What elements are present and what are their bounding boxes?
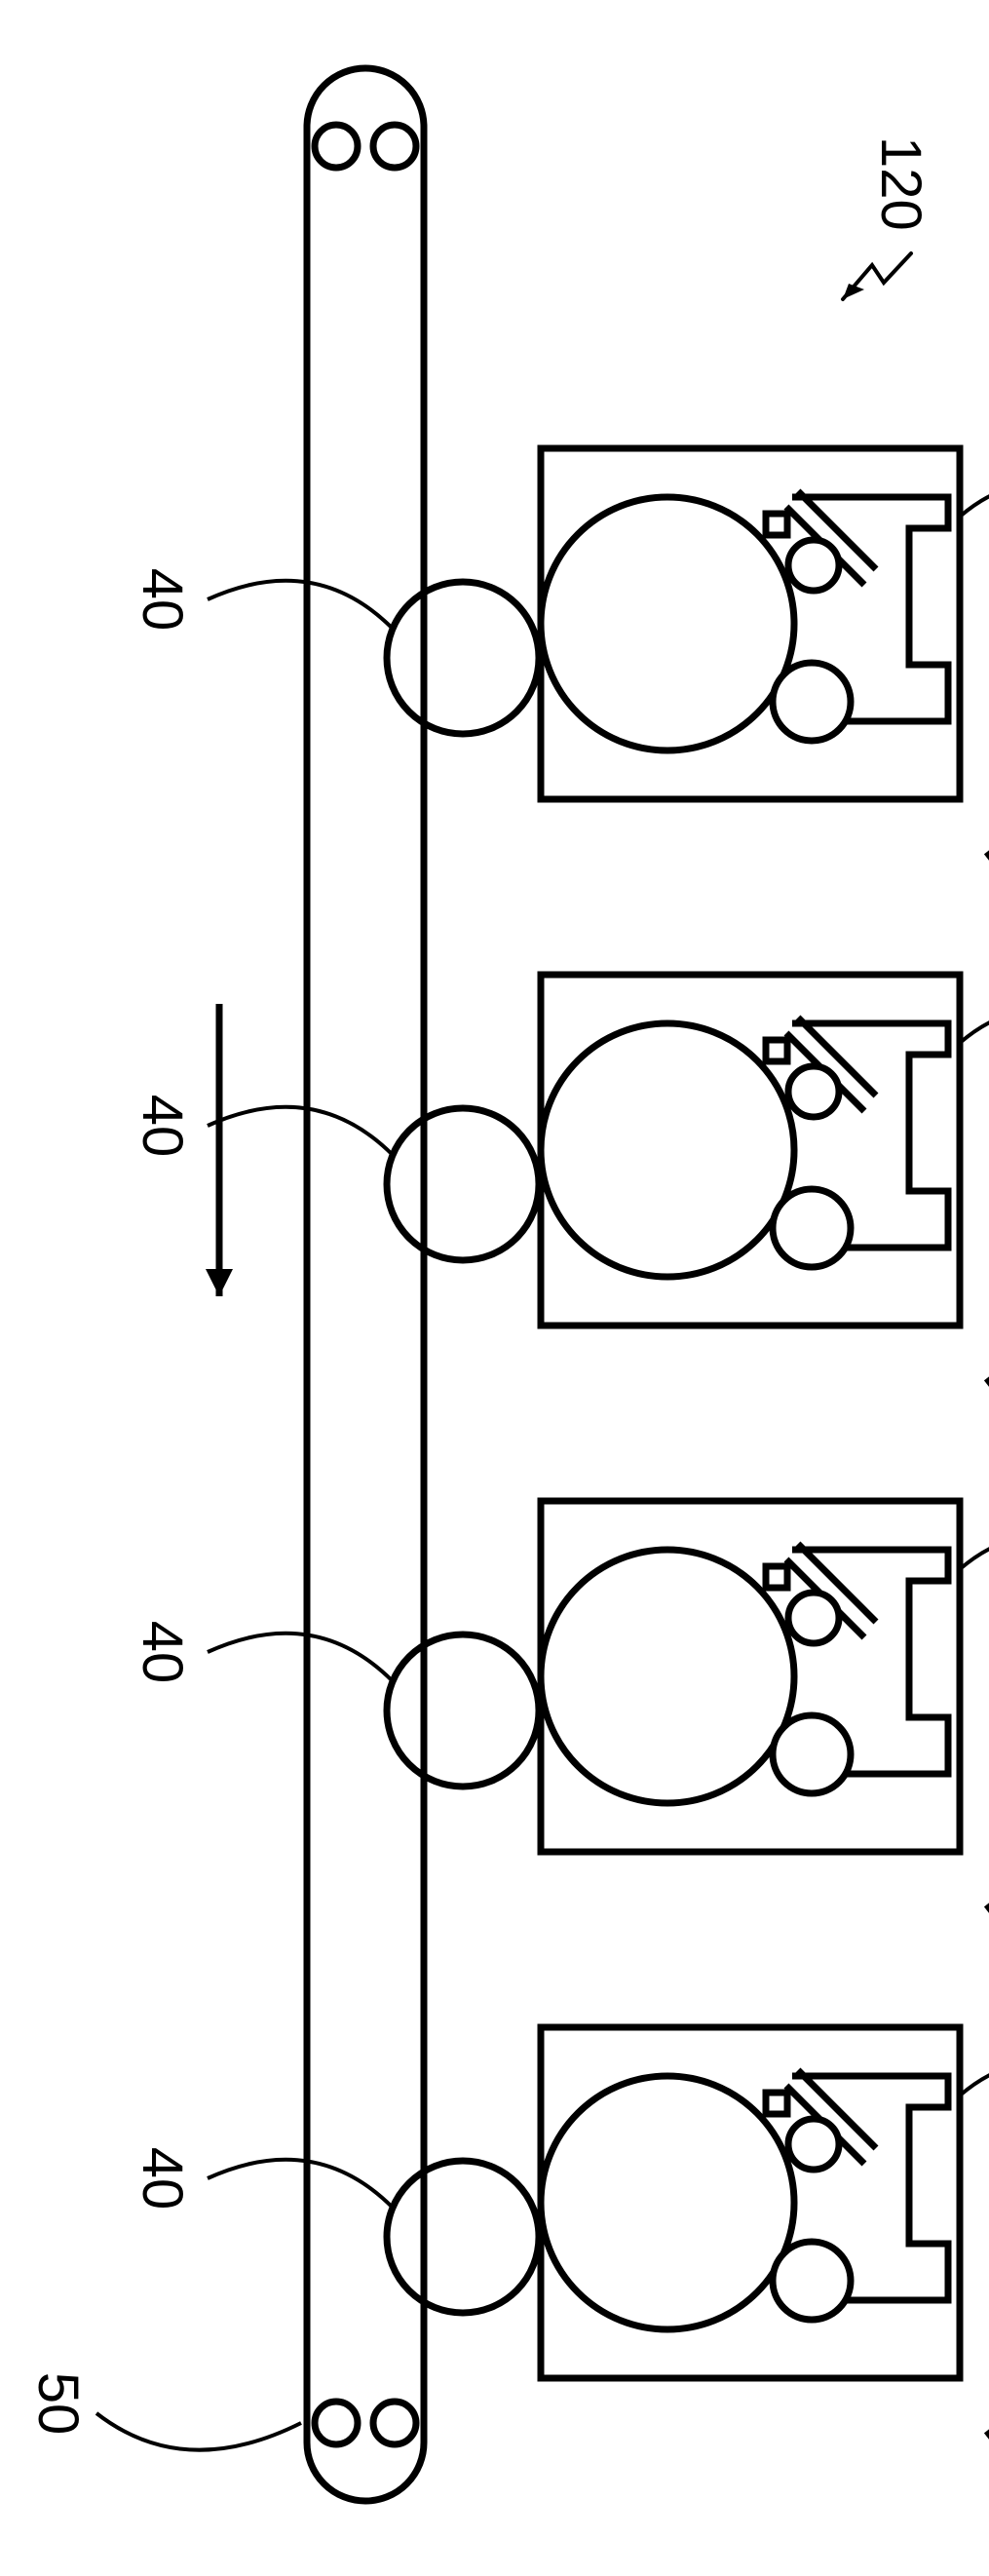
photoconductor-roller [541, 497, 794, 750]
exposure-unit [970, 1326, 989, 1411]
transfer-leader [208, 2160, 393, 2208]
belt-leader [96, 2413, 301, 2450]
photoconductor-roller [541, 2076, 794, 2329]
unit-leader [960, 1537, 989, 1569]
photoconductor-roller [541, 1023, 794, 1277]
charge-roller [773, 2242, 851, 2320]
unit-leader [960, 2063, 989, 2095]
transfer-roller [387, 1634, 539, 1787]
photoconductor-roller [541, 1550, 794, 1803]
direction-arrow-head [206, 1269, 233, 1296]
diagram-canvas: 120 50 300940 300940 300940 300940 [0, 0, 989, 2576]
belt-pulley [315, 2402, 358, 2444]
belt-pulley [373, 2402, 416, 2444]
title-arrow-head [843, 284, 864, 299]
print-unit: 300940 [131, 2027, 989, 2464]
inner-small-roller [788, 1593, 839, 1643]
assembly-label: 120 [869, 136, 932, 231]
transfer-label: 40 [131, 568, 194, 632]
exposure-unit [970, 2378, 989, 2464]
belt-end-right [307, 2442, 424, 2501]
transfer-roller [387, 1108, 539, 1260]
transfer-label: 40 [131, 1621, 194, 1684]
exposure-unit [970, 799, 989, 885]
transfer-leader [208, 1634, 393, 1681]
transfer-roller [387, 2161, 539, 2313]
transfer-leader [208, 581, 393, 629]
unit-leader [960, 1011, 989, 1043]
rotated-landscape: 120 50 300940 300940 300940 300940 [26, 68, 989, 2501]
inner-block [766, 2093, 787, 2114]
inner-small-roller [788, 1066, 839, 1117]
belt-pulley [315, 125, 358, 168]
inner-block [766, 1566, 787, 1588]
transfer-label: 40 [131, 1095, 194, 1158]
transfer-leader [208, 1107, 393, 1155]
inner-small-roller [788, 540, 839, 591]
print-unit: 300940 [131, 975, 989, 1411]
transfer-roller [387, 582, 539, 734]
belt-label: 50 [26, 2372, 90, 2436]
print-unit: 300940 [131, 1501, 989, 1938]
charge-roller [773, 1189, 851, 1267]
inner-block [766, 514, 787, 535]
belt-pulley [373, 125, 416, 168]
inner-small-roller [788, 2119, 839, 2170]
print-unit: 300940 [131, 448, 989, 885]
unit-leader [960, 484, 989, 517]
charge-roller [773, 1715, 851, 1793]
charge-roller [773, 663, 851, 741]
transfer-label: 40 [131, 2147, 194, 2211]
belt-end-left [307, 68, 424, 127]
exposure-unit [970, 1852, 989, 1938]
inner-block [766, 1040, 787, 1061]
